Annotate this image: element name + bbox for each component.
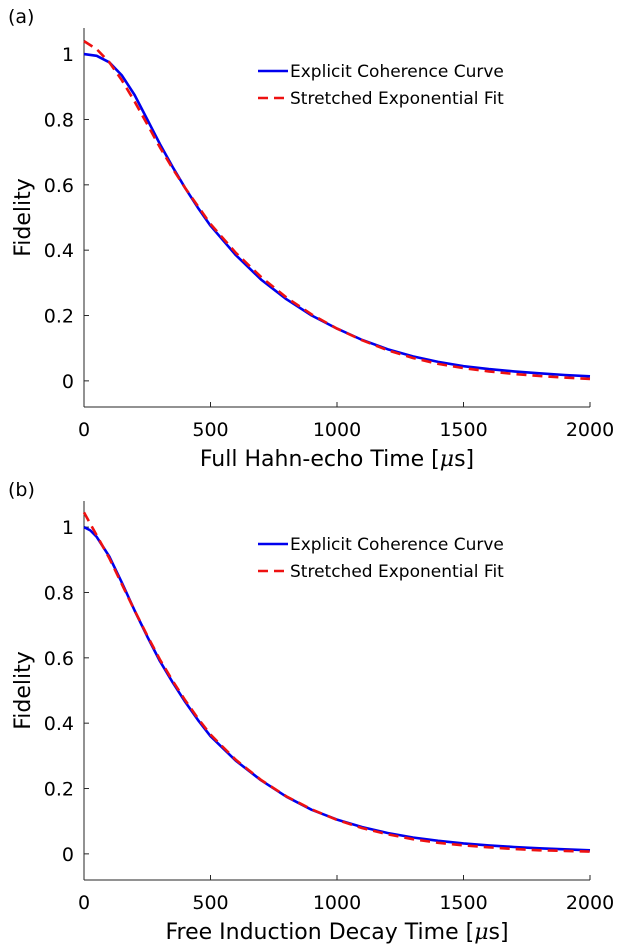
chart-a-x-tick-label: 2000	[566, 419, 614, 441]
chart-a-series-fit-line	[83, 40, 591, 381]
chart-b-legend-label-0: Explicit Coherence Curve	[290, 535, 504, 555]
chart-a-x-tick-label: 1000	[313, 419, 361, 441]
chart-b-x-tick-label: 500	[192, 892, 228, 914]
chart-b-x-tick-label: 1500	[439, 892, 487, 914]
chart-a-y-tick-label: 0.4	[44, 240, 74, 262]
chart-a-x-label: Full Hahn-echo Time [μs]	[200, 447, 474, 472]
chart-a-svg: 0 500 1000 1500 2000 0 0.2 0.4 0.6 0.8 1 Full Hahn-…	[11, 28, 614, 472]
chart-b-y-tick-label: 0.4	[44, 713, 74, 735]
chart-b-y-tick-label: 0.8	[44, 582, 74, 604]
chart-panel-b: (b) 0 500 1000 1500 2000 0 0.2 0.4 0.6 0.8 1 Free I…	[0, 473, 621, 945]
chart-b-legend-label-1: Stretched Exponential Fit	[290, 562, 504, 582]
chart-a-y-tick-label: 1	[62, 44, 74, 66]
chart-a-legend-label-1: Stretched Exponential Fit	[290, 89, 504, 109]
chart-a-y-tick-label: 0.2	[44, 306, 74, 328]
chart-b-x-tick-label: 0	[78, 892, 90, 914]
chart-b-y-tick-label: 0.2	[44, 779, 74, 801]
chart-b-x-label: Free Induction Decay Time [μs]	[165, 920, 508, 945]
chart-b-x-tick-label: 2000	[566, 892, 614, 914]
panel-label-a: (a)	[8, 6, 35, 28]
chart-a-x-tick-label: 500	[192, 419, 228, 441]
chart-b-y-tick-label: 1	[62, 517, 74, 539]
chart-a-y-tick-label: 0.6	[44, 175, 74, 197]
chart-b-svg: 0 500 1000 1500 2000 0 0.2 0.4 0.6 0.8 1 Free Induc…	[11, 501, 614, 945]
chart-a-y-tick-label: 0.8	[44, 109, 74, 131]
chart-a-y-tick-label: 0	[62, 371, 74, 393]
chart-panel-a: (a) 0 500 1000 1500 2000 0 0.2 0.4 0.6 0.8 1 Full H…	[0, 0, 621, 472]
chart-b-y-tick-label: 0	[62, 844, 74, 866]
chart-a-legend-label-0: Explicit Coherence Curve	[290, 62, 504, 82]
chart-b-y-label: Fidelity	[11, 651, 36, 730]
panel-label-b: (b)	[8, 479, 35, 501]
chart-b-x-tick-label: 1000	[313, 892, 361, 914]
chart-b-series-fit-line	[82, 511, 591, 853]
chart-a-x-tick-label: 0	[78, 419, 90, 441]
chart-b-y-tick-label: 0.6	[44, 648, 74, 670]
chart-a-y-label: Fidelity	[11, 178, 36, 257]
chart-a-x-tick-label: 1500	[439, 419, 487, 441]
chart-a-series-explicit-line	[83, 52, 591, 378]
